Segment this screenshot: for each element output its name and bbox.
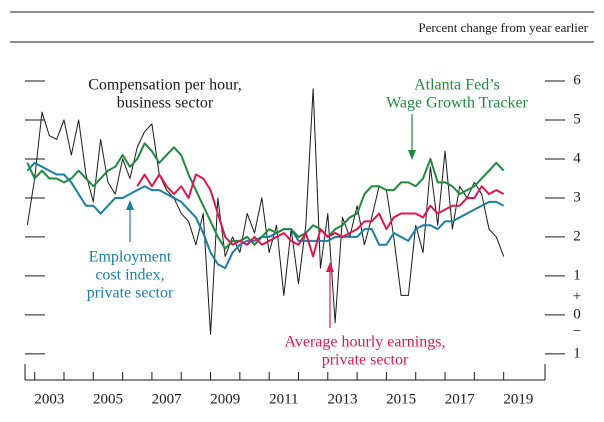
series-line xyxy=(26,142,505,250)
annotation: private sector xyxy=(322,352,409,369)
y-tick-label: 1 xyxy=(573,267,581,283)
x-tick-label: 2003 xyxy=(34,391,64,407)
x-tick-label: 2005 xyxy=(93,391,123,407)
arrow-head xyxy=(126,200,134,210)
x-tick-label: 2015 xyxy=(386,391,416,407)
y-tick-label: 3 xyxy=(573,189,581,205)
annotation: Wage Growth Tracker xyxy=(386,95,528,112)
x-tick-label: 2007 xyxy=(152,391,183,407)
x-tick-label: 2013 xyxy=(327,391,357,407)
y-tick-label: 6 xyxy=(573,72,581,88)
zero-sign: − xyxy=(573,323,581,339)
series-line xyxy=(26,161,505,270)
annotation: Employment xyxy=(89,249,172,266)
y-tick-label: 0 xyxy=(573,306,581,322)
chart-subtitle: Percent change from year earlier xyxy=(418,20,588,35)
arrow-head xyxy=(408,150,416,160)
series-line xyxy=(26,88,505,335)
x-tick-label: 2011 xyxy=(269,391,298,407)
series-line xyxy=(136,173,505,258)
y-tick-label: 2 xyxy=(573,228,581,244)
arrow-head xyxy=(326,262,334,272)
annotation: Compensation per hour, xyxy=(88,77,242,94)
x-tick-label: 2017 xyxy=(445,391,476,407)
annotation: Atlanta Fed’s xyxy=(414,77,500,94)
y-tick-label: 4 xyxy=(573,150,581,166)
annotation: business sector xyxy=(117,95,214,112)
y-tick-label: 1 xyxy=(573,345,581,361)
y-tick-label: 5 xyxy=(573,111,581,127)
x-tick-label: 2019 xyxy=(503,391,533,407)
annotation: Average hourly earnings, xyxy=(285,334,446,351)
annotation: cost index, xyxy=(95,267,164,284)
x-tick-label: 2009 xyxy=(210,391,240,407)
annotation: private sector xyxy=(87,285,174,302)
zero-sign: + xyxy=(573,288,581,304)
